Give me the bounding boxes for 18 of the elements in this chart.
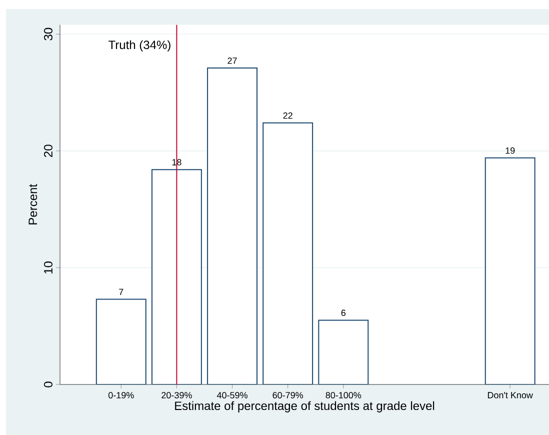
y-axis-title: Percent — [28, 184, 38, 224]
y-tick-label: 10 — [44, 261, 52, 274]
ref-line-label: Truth (34%) — [108, 40, 170, 52]
x-tick-label: 80-100% — [326, 392, 362, 398]
y-tick-label: 0 — [44, 382, 52, 388]
data-label: 19 — [506, 147, 515, 154]
x-tick-label: 20-39% — [162, 392, 192, 398]
data-label: 6 — [341, 310, 346, 316]
x-tick-label: 0-19% — [108, 392, 134, 398]
x-tick-label: Don't Know — [488, 392, 533, 398]
data-label: 22 — [283, 112, 292, 119]
x-axis-title: Estimate of percentage of students at grade level — [175, 401, 434, 412]
data-label: 7 — [119, 288, 124, 296]
y-tick-label: 20 — [44, 144, 52, 157]
x-tick-label: 40-59% — [216, 392, 248, 398]
data-label: 27 — [228, 58, 237, 64]
x-tick-label: 60-79% — [272, 392, 304, 398]
y-tick-label: 30 — [44, 28, 52, 40]
